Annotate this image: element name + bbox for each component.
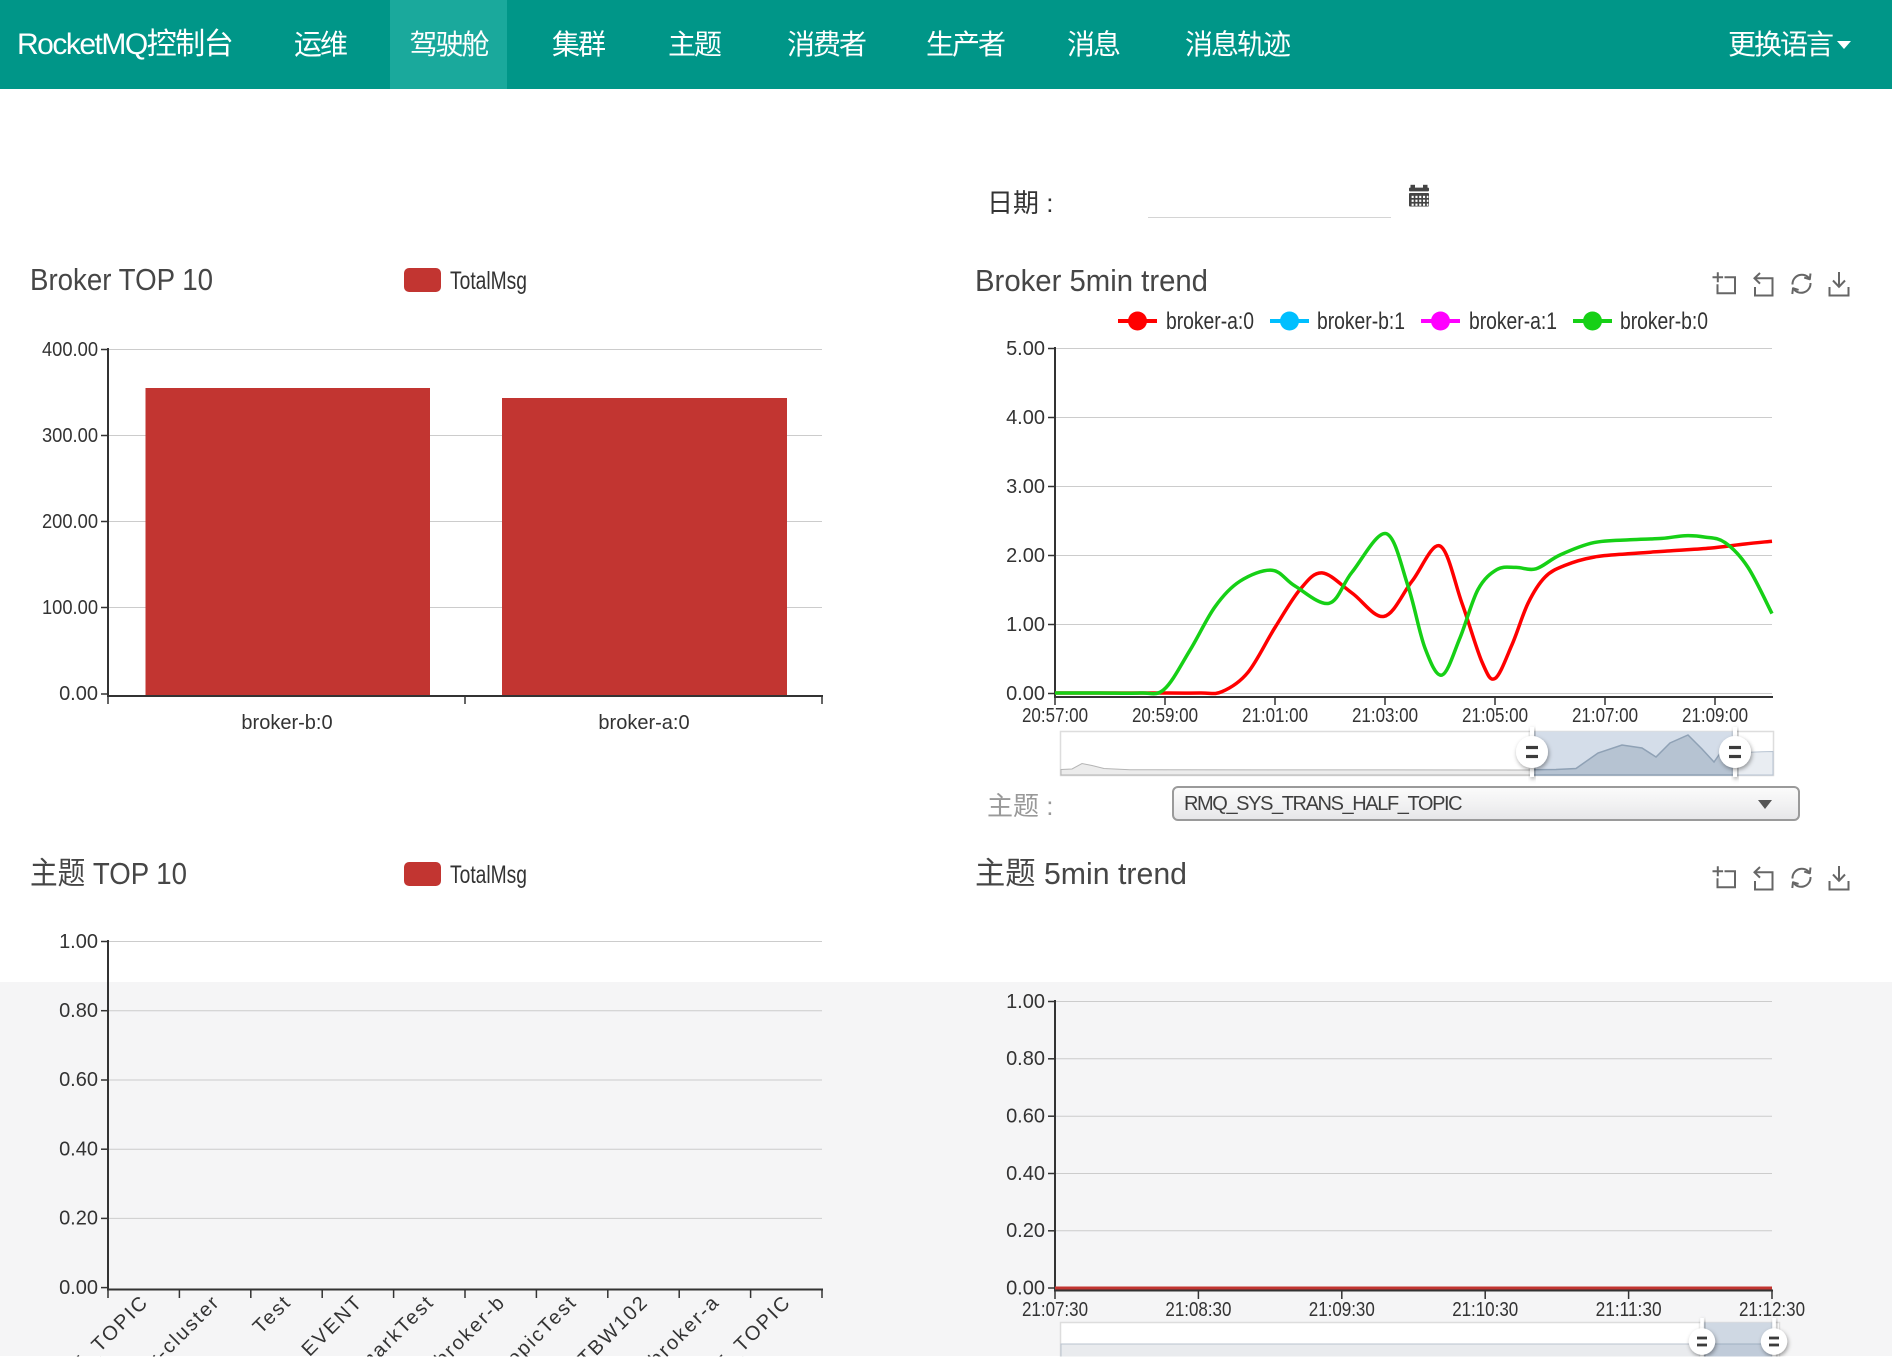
svg-text:broker-b:0: broker-b:0	[241, 712, 332, 734]
svg-text:1.00: 1.00	[1006, 614, 1045, 636]
svg-text:21:03:00: 21:03:00	[1352, 705, 1418, 727]
svg-text:21:11:30: 21:11:30	[1596, 1299, 1662, 1321]
svg-text:100.00: 100.00	[42, 597, 98, 619]
svg-text:21:12:30: 21:12:30	[1739, 1299, 1805, 1321]
svg-text:1.00: 1.00	[1006, 991, 1045, 1013]
svg-text:0.60: 0.60	[1006, 1106, 1045, 1128]
svg-text:300.00: 300.00	[42, 425, 98, 447]
svg-text:20:57:00: 20:57:00	[1022, 705, 1088, 727]
svg-text:0.60: 0.60	[59, 1069, 98, 1091]
svg-text:RMQ_SYS_TRACE_TOPIC: RMQ_SYS_TRACE_TOPIC	[0, 1291, 153, 1359]
svg-text:TopicTest: TopicTest	[494, 1291, 581, 1359]
svg-text:TBW102: TBW102	[574, 1291, 653, 1359]
svg-text:TotalMsg: TotalMsg	[450, 861, 527, 889]
svg-text:0.20: 0.20	[59, 1208, 98, 1230]
svg-text:TotalMsg: TotalMsg	[450, 267, 527, 295]
svg-text:Test: Test	[249, 1291, 296, 1338]
svg-text:0.00: 0.00	[1006, 683, 1045, 705]
svg-text:broker-a:1: broker-a:1	[1469, 308, 1557, 335]
svg-text:2.00: 2.00	[1006, 545, 1045, 567]
svg-text:主题 5min trend: 主题 5min trend	[975, 856, 1187, 891]
svg-text:broker-b:1: broker-b:1	[1317, 308, 1405, 335]
svg-text:400.00: 400.00	[42, 339, 98, 361]
svg-text:broker-a:0: broker-a:0	[1166, 308, 1254, 335]
svg-text:21:10:30: 21:10:30	[1452, 1299, 1518, 1321]
svg-text:0.00: 0.00	[59, 683, 98, 705]
svg-text:broker-a:0: broker-a:0	[598, 712, 689, 734]
svg-text:broker-b:0: broker-b:0	[1620, 308, 1708, 335]
svg-text:20:59:00: 20:59:00	[1132, 705, 1198, 727]
svg-text:21:09:00: 21:09:00	[1682, 705, 1748, 727]
svg-text:Broker 5min trend: Broker 5min trend	[975, 263, 1208, 298]
svg-text:0.20: 0.20	[1006, 1220, 1045, 1242]
svg-text:0.00: 0.00	[1006, 1278, 1045, 1300]
svg-text:主题 TOP 10: 主题 TOP 10	[30, 856, 187, 891]
svg-text:4.00: 4.00	[1006, 407, 1045, 429]
svg-text:0.40: 0.40	[1006, 1163, 1045, 1185]
svg-text:21:07:00: 21:07:00	[1572, 705, 1638, 727]
svg-text:0.80: 0.80	[59, 1000, 98, 1022]
svg-text:0.00: 0.00	[59, 1277, 98, 1299]
svg-text:3.00: 3.00	[1006, 476, 1045, 498]
svg-text:broker-b: broker-b	[431, 1291, 511, 1359]
svg-text:5.00: 5.00	[1006, 338, 1045, 360]
svg-text:Broker TOP 10: Broker TOP 10	[30, 262, 213, 297]
svg-text:0.40: 0.40	[59, 1139, 98, 1161]
svg-text:broker-a: broker-a	[645, 1291, 725, 1359]
svg-text:0.80: 0.80	[1006, 1048, 1045, 1070]
svg-text:21:09:30: 21:09:30	[1309, 1299, 1375, 1321]
svg-text:21:05:00: 21:05:00	[1462, 705, 1528, 727]
svg-text:21:01:00: 21:01:00	[1242, 705, 1308, 727]
svg-text:21:07:30: 21:07:30	[1022, 1299, 1088, 1321]
svg-text:200.00: 200.00	[42, 511, 98, 533]
svg-text:21:08:30: 21:08:30	[1165, 1299, 1231, 1321]
svg-text:1.00: 1.00	[59, 931, 98, 953]
